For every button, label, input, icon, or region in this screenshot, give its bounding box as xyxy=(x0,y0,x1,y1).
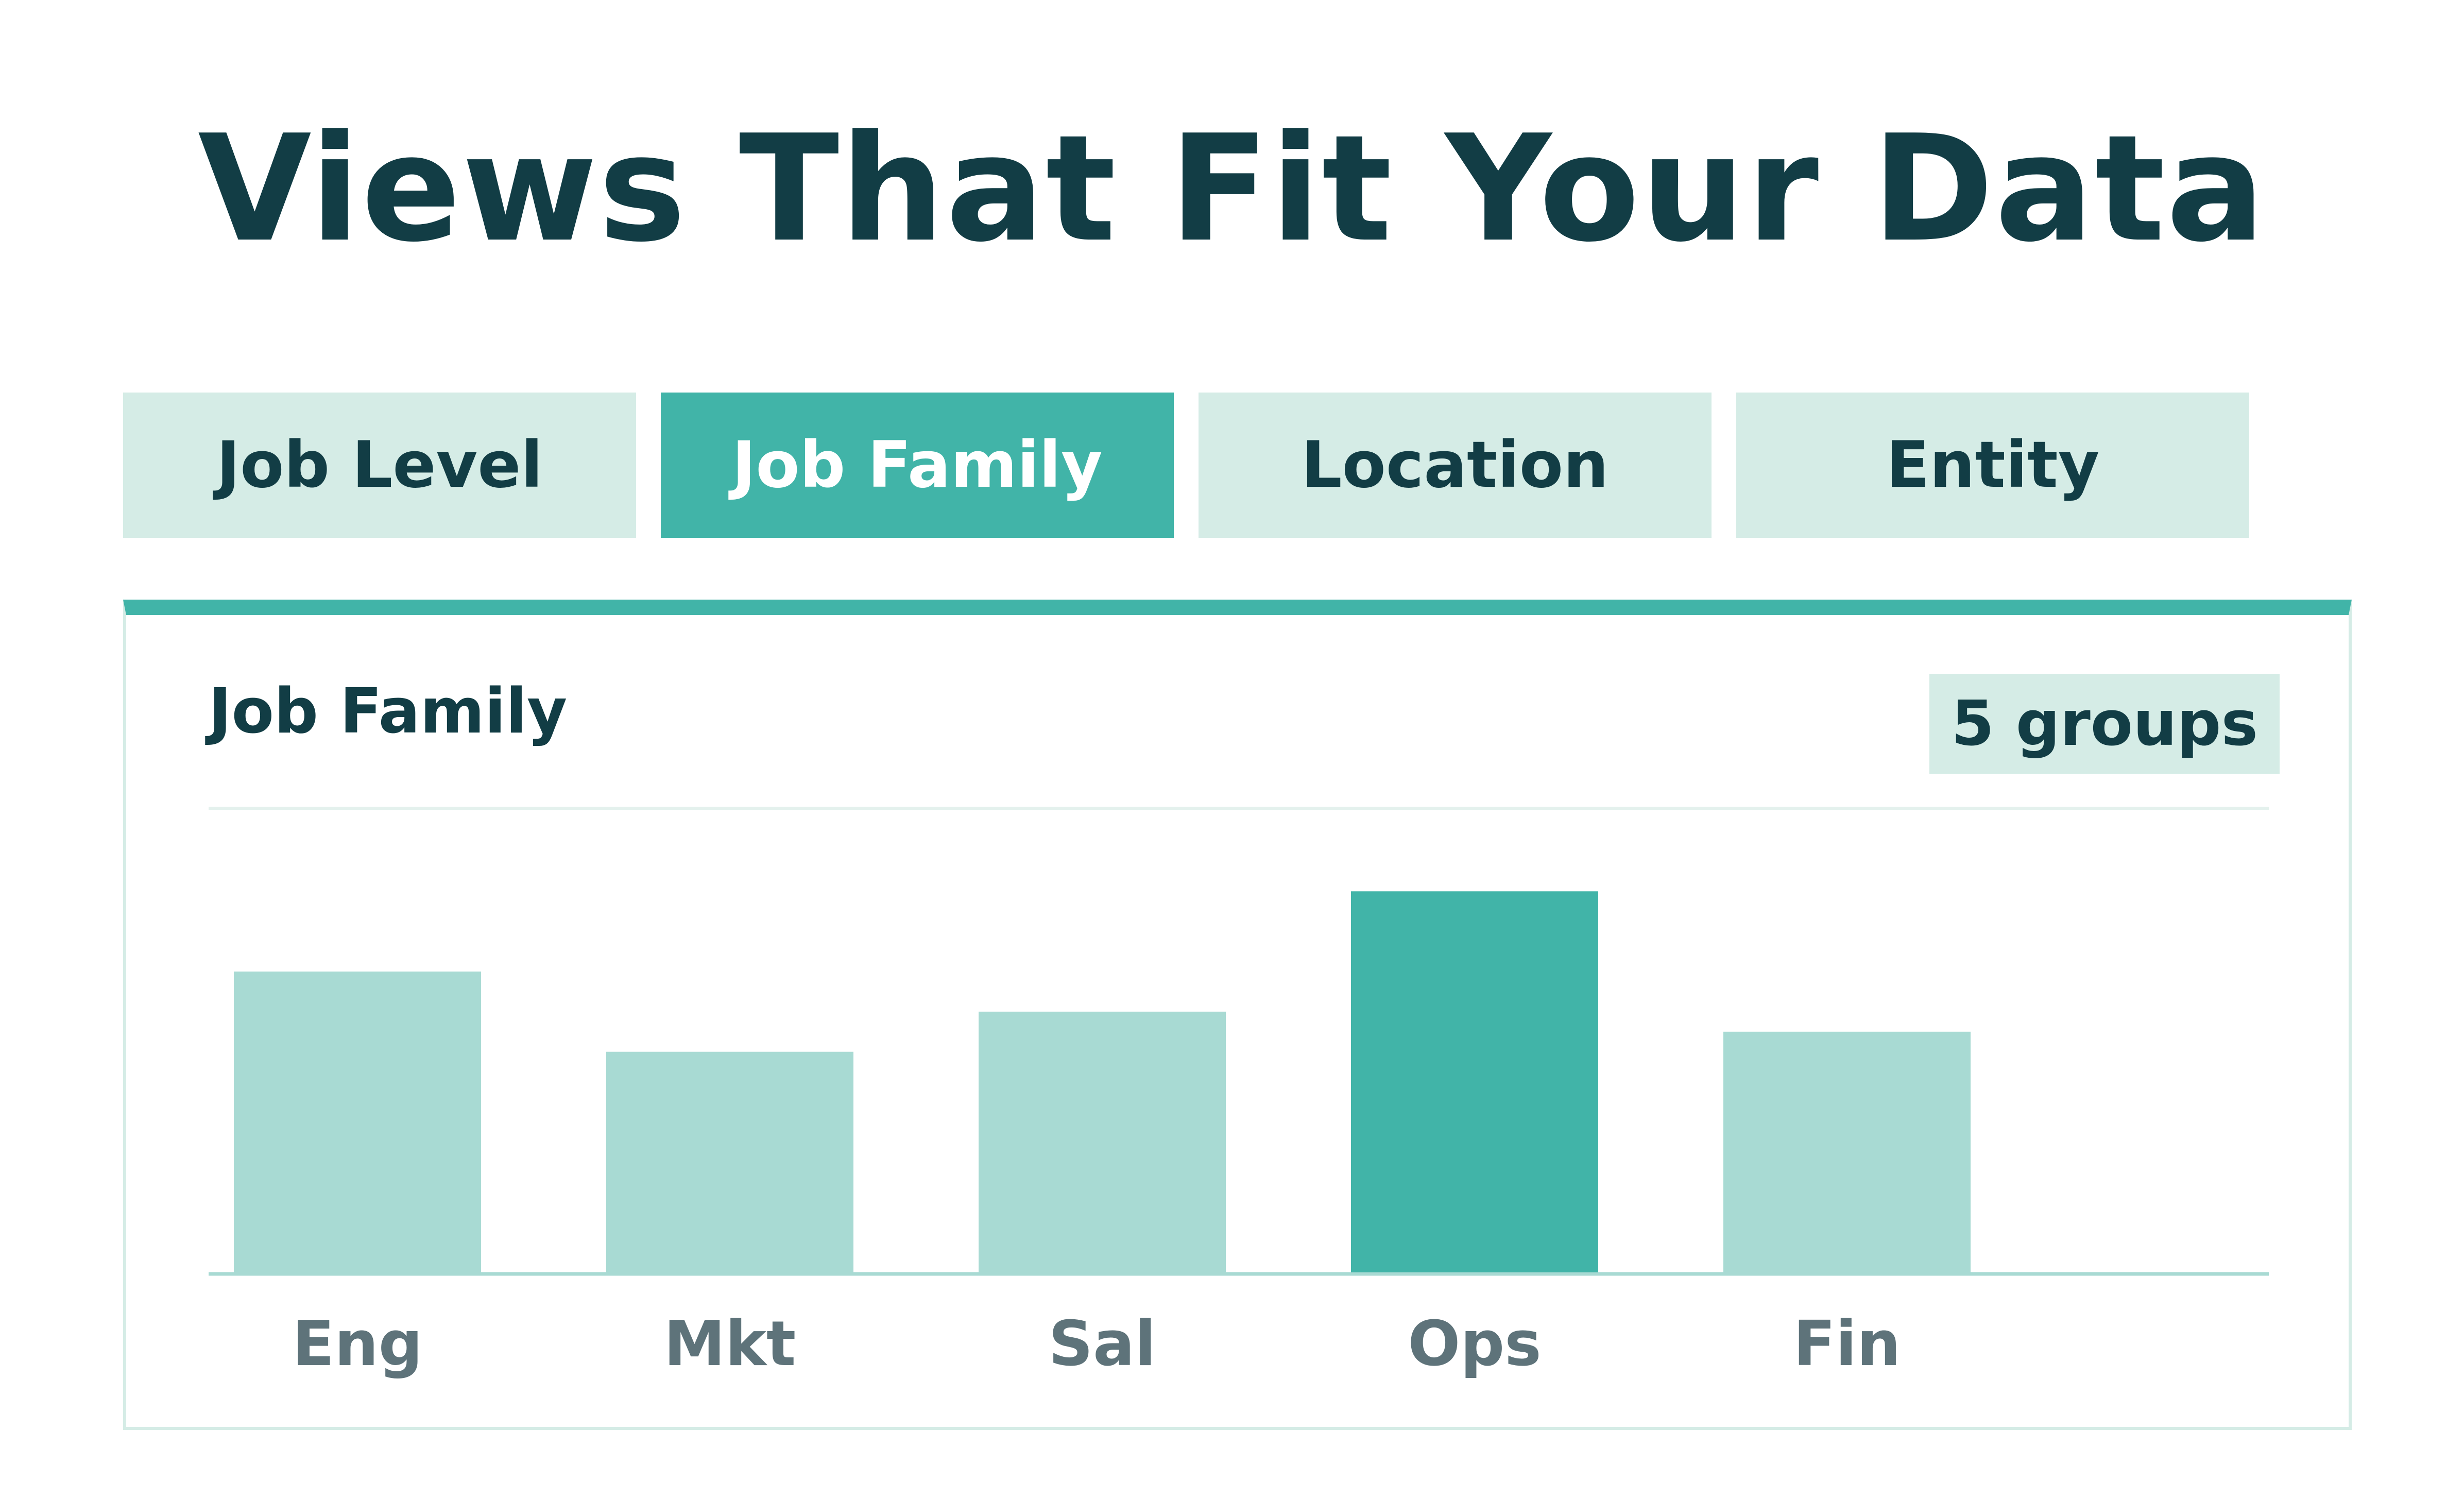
view-tabs: Job Level Job Family Location Entity xyxy=(123,393,2254,538)
tab-entity[interactable]: Entity xyxy=(1736,393,2249,538)
bar-fin[interactable] xyxy=(1723,1031,1971,1272)
bar-chart: Eng Mkt Sal Ops Fin xyxy=(209,891,2269,1380)
bar-sal[interactable] xyxy=(979,1011,1226,1272)
x-tick-label-mkt: Mkt xyxy=(664,1308,796,1380)
x-tick-label-ops: Ops xyxy=(1408,1308,1541,1380)
page-headline: Views That Fit Your Data xyxy=(198,104,2266,275)
x-tick-label-sal: Sal xyxy=(1049,1308,1156,1380)
x-tick-label-eng: Eng xyxy=(292,1308,422,1380)
x-tick-label-fin: Fin xyxy=(1793,1308,1901,1380)
group-count-badge: 5 groups xyxy=(1929,674,2280,774)
bar-mkt[interactable] xyxy=(606,1051,853,1272)
tab-job-family[interactable]: Job Family xyxy=(661,393,1174,538)
tab-job-level[interactable]: Job Level xyxy=(123,393,636,538)
bar-eng[interactable] xyxy=(234,972,481,1272)
bar-ops[interactable] xyxy=(1351,891,1598,1272)
tab-location[interactable]: Location xyxy=(1199,393,1712,538)
panel-title: Job Family xyxy=(209,676,568,747)
chart-panel: Job Family 5 groups Eng Mkt Sal Ops Fin xyxy=(123,600,2352,1430)
panel-divider xyxy=(209,807,2269,810)
